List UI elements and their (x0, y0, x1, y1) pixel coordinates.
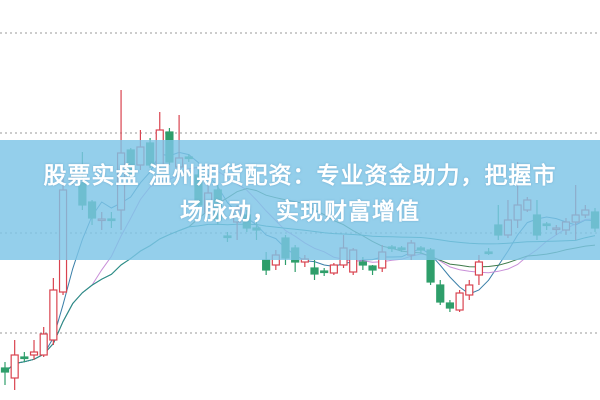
candle-body (368, 265, 377, 271)
candle-body (320, 270, 329, 274)
candle-body (455, 292, 464, 311)
candle (320, 268, 329, 276)
candle-body (262, 259, 271, 271)
headline-line-2: 场脉动，实现财富增值 (180, 199, 420, 225)
headline-title: 股票实盘 温州期货配资：专业资金助力，把握市 场脉动，实现财富增值 (0, 158, 600, 230)
candle-body (10, 354, 19, 379)
candle (455, 290, 464, 312)
candle-body (445, 302, 455, 309)
candle-body (49, 289, 58, 341)
candle (329, 263, 338, 275)
headline-banner (0, 140, 600, 260)
candle (310, 260, 319, 280)
candle (465, 280, 474, 300)
candle-body (358, 261, 367, 266)
candle (49, 278, 58, 345)
candle-body (465, 284, 474, 296)
candle-body (29, 351, 39, 356)
candle (10, 340, 19, 390)
candle (436, 280, 445, 305)
candle-body (329, 264, 338, 274)
candle-body (436, 284, 445, 303)
candle (445, 300, 455, 312)
candle (20, 352, 29, 362)
candle (0, 362, 10, 385)
candle (368, 265, 377, 275)
candle-body (20, 356, 29, 360)
candle-body (39, 333, 48, 356)
candle (29, 340, 39, 360)
candle-body (0, 367, 10, 373)
candle-body (310, 267, 319, 275)
candle-body (474, 261, 484, 276)
candle (474, 255, 484, 285)
headline-line-1: 股票实盘 温州期货配资：专业资金助力，把握市 (43, 163, 557, 189)
candle (39, 327, 48, 357)
